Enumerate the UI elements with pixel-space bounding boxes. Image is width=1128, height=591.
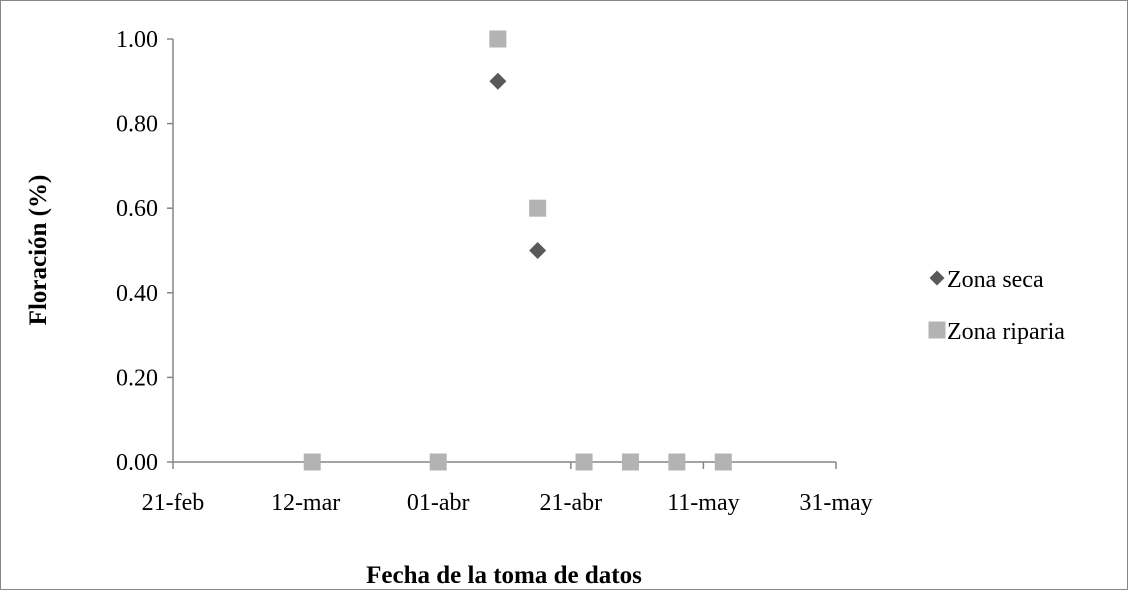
x-tick-label: 01-abr	[407, 490, 470, 516]
data-point-zona-riparia	[714, 453, 732, 471]
x-tick-label: 12-mar	[271, 490, 340, 516]
data-point-zona-riparia	[429, 453, 447, 471]
data-point-zona-riparia	[668, 453, 686, 471]
y-axis-title: Floración (%)	[25, 175, 52, 326]
data-point-zona-riparia	[621, 453, 639, 471]
y-tick-label: 0.60	[116, 196, 158, 222]
x-axis: 21-feb 12-mar 01-abr 21-abr 11-may 31-may	[142, 461, 873, 516]
x-tick-label: 21-abr	[539, 490, 602, 516]
data-point-zona-seca	[489, 72, 507, 90]
y-axis: 0.00 0.20 0.40 0.60 0.80 1.00	[116, 27, 174, 476]
data-point-zona-riparia	[529, 199, 547, 217]
data-point-zona-riparia	[575, 453, 593, 471]
data-point-zona-seca	[529, 242, 547, 259]
legend-label-zona-riparia: Zona riparia	[947, 319, 1065, 345]
legend: Zona seca Zona riparia	[928, 267, 1065, 345]
y-tick-label: 1.00	[116, 27, 158, 53]
x-tick-label: 31-may	[799, 490, 872, 516]
x-axis-title: Fecha de la toma de datos	[366, 562, 642, 589]
y-tick-label: 0.00	[116, 450, 158, 476]
data-points	[303, 30, 732, 471]
x-tick-label: 21-feb	[142, 490, 205, 516]
legend-label-zona-seca: Zona seca	[947, 267, 1044, 293]
x-tick-label: 11-may	[667, 490, 739, 516]
legend-marker-zona-seca	[929, 270, 945, 286]
data-point-zona-riparia	[303, 453, 321, 471]
y-tick-label: 0.80	[116, 112, 158, 138]
legend-marker-zona-riparia	[928, 321, 946, 339]
y-tick-label: 0.40	[116, 281, 158, 307]
y-tick-label: 0.20	[116, 365, 158, 391]
data-point-zona-riparia	[489, 30, 507, 48]
